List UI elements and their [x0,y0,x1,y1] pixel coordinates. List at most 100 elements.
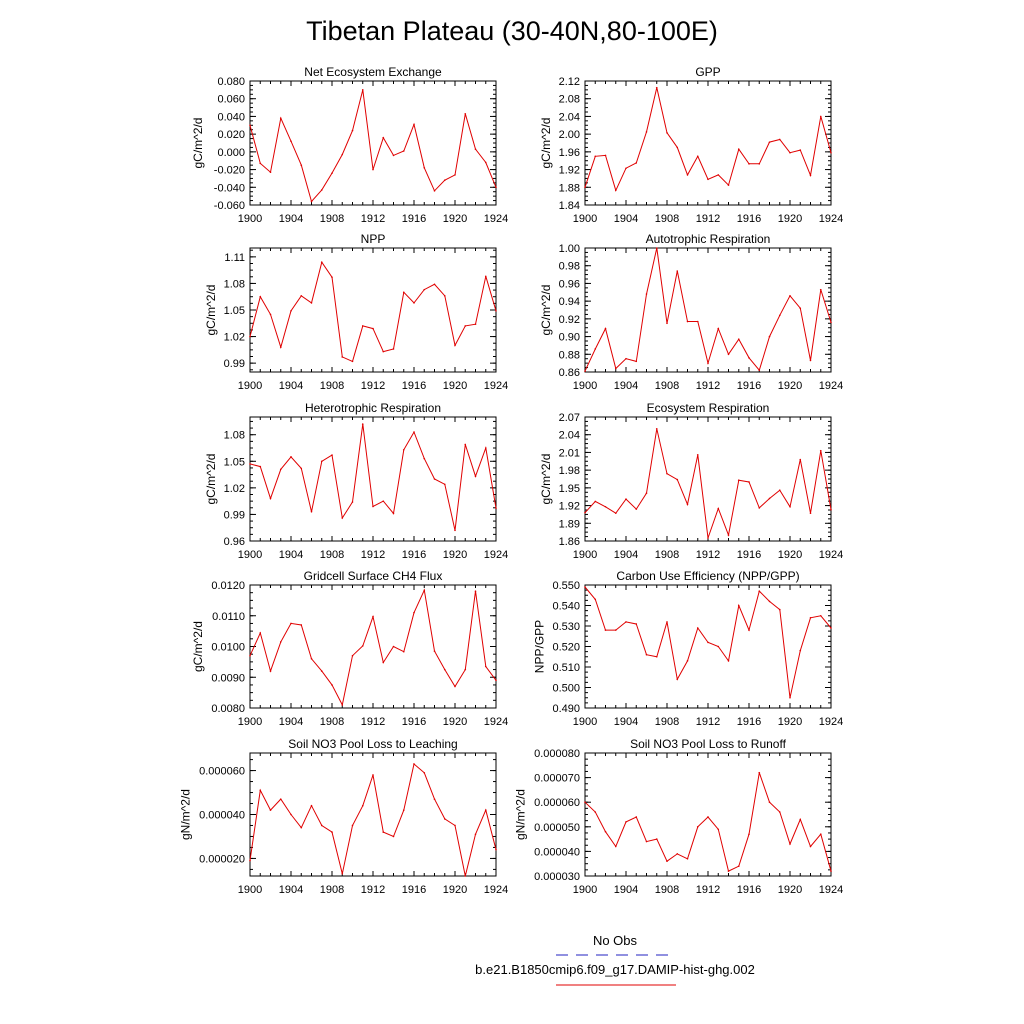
data-point [778,608,781,611]
x-tick-label: 1924 [484,213,508,225]
plot-frame [249,416,497,542]
data-point [402,291,405,294]
data-point [625,498,627,500]
x-tick-label: 1916 [737,380,761,392]
x-tick-label: 1920 [778,380,802,392]
y-tick-label: 1.00 [559,243,580,255]
data-point [300,624,303,626]
data-point [464,668,467,671]
data-point [310,510,313,513]
data-point [768,335,771,338]
data-point [666,860,668,863]
data-point [604,505,607,508]
data-point [748,481,750,483]
x-tick-label: 1924 [484,716,508,728]
y-tick-label: 0.000070 [534,773,580,785]
data-point [696,627,699,629]
data-point [789,843,791,845]
data-point [495,507,497,510]
x-tick-label: 1912 [361,716,385,728]
data-point [707,178,709,181]
chart-panel-4: Heterotrophic Respiration 1900 1904 1908 191… [204,401,508,561]
x-tick-label: 1904 [279,884,303,896]
y-tick-label: 1.88 [559,182,580,194]
data-point [799,149,802,151]
data-point [413,123,415,126]
x-tick-label: 1924 [819,213,843,225]
data-point [372,505,374,508]
data-point [727,184,730,186]
y-tick-label: 0.490 [552,703,580,715]
x-tick-label: 1916 [402,884,426,896]
data-point [392,154,395,157]
data-point [635,508,638,510]
data-point [495,848,497,851]
data-point [423,771,426,774]
data-point [614,189,617,192]
x-tick-label: 1908 [655,716,679,728]
x-tick-label: 1900 [238,716,262,728]
x-tick-label: 1924 [819,884,843,896]
data-point [584,801,586,803]
y-tick-label: 0.540 [552,601,580,613]
data-point [768,141,771,143]
x-tick-label: 1916 [737,549,761,561]
data-point [799,649,802,652]
data-point [830,151,832,154]
data-point [269,809,272,811]
series-line [584,247,832,372]
data-point [372,168,374,171]
data-point [666,472,668,475]
y-tick-label: 0.020 [217,129,245,141]
y-tick-label: 1.92 [559,501,580,513]
data-point [372,774,374,776]
chart-panel-2: NPP 1900 1904 1908 1912 1916 1920 1924 0.99 1.02 1… [204,232,508,392]
y-tick-label: 0.000060 [534,797,580,809]
data-point [604,154,607,157]
data-point [778,314,781,317]
data-point [676,678,679,681]
data-point [413,611,415,614]
data-point [819,115,822,118]
data-point [635,623,638,625]
data-point [423,167,426,169]
data-point [686,857,689,860]
data-point [269,497,272,500]
x-tick-label: 1908 [655,884,679,896]
data-point [594,500,597,503]
x-tick-label: 1904 [614,213,638,225]
data-point [809,617,812,619]
y-tick-label: 1.92 [559,165,580,177]
data-point [584,586,586,588]
data-point [635,816,638,818]
data-point [249,859,251,862]
x-tick-label: 1916 [402,213,426,225]
data-point [737,604,740,607]
panel-title: Heterotrophic Respiration [305,401,441,415]
chart-panel-8: Soil NO3 Pool Loss to Leaching 1900 1904 19… [179,737,509,896]
x-tick-label: 1900 [573,380,597,392]
y-tick-label: 0.88 [559,349,580,361]
data-point [310,804,313,807]
series-line [584,428,832,539]
data-point [464,443,467,446]
data-point [259,162,262,165]
y-tick-label: 0.000080 [534,748,580,760]
y-axis-label: gN/m^2/d [514,789,528,840]
data-point [584,370,586,372]
data-point [594,811,597,813]
data-point [737,338,740,341]
y-tick-label: 0.000050 [534,822,580,834]
data-point [819,288,822,291]
data-point [625,357,627,360]
data-point [758,369,761,372]
y-tick-label: 1.84 [559,200,580,212]
data-point [614,512,617,515]
x-tick-label: 1916 [402,380,426,392]
data-point [717,645,720,648]
panel-title: Autotrophic Respiration [646,232,771,246]
data-point [382,350,385,353]
data-point [382,661,385,664]
data-point [809,359,812,362]
data-point [331,454,333,456]
